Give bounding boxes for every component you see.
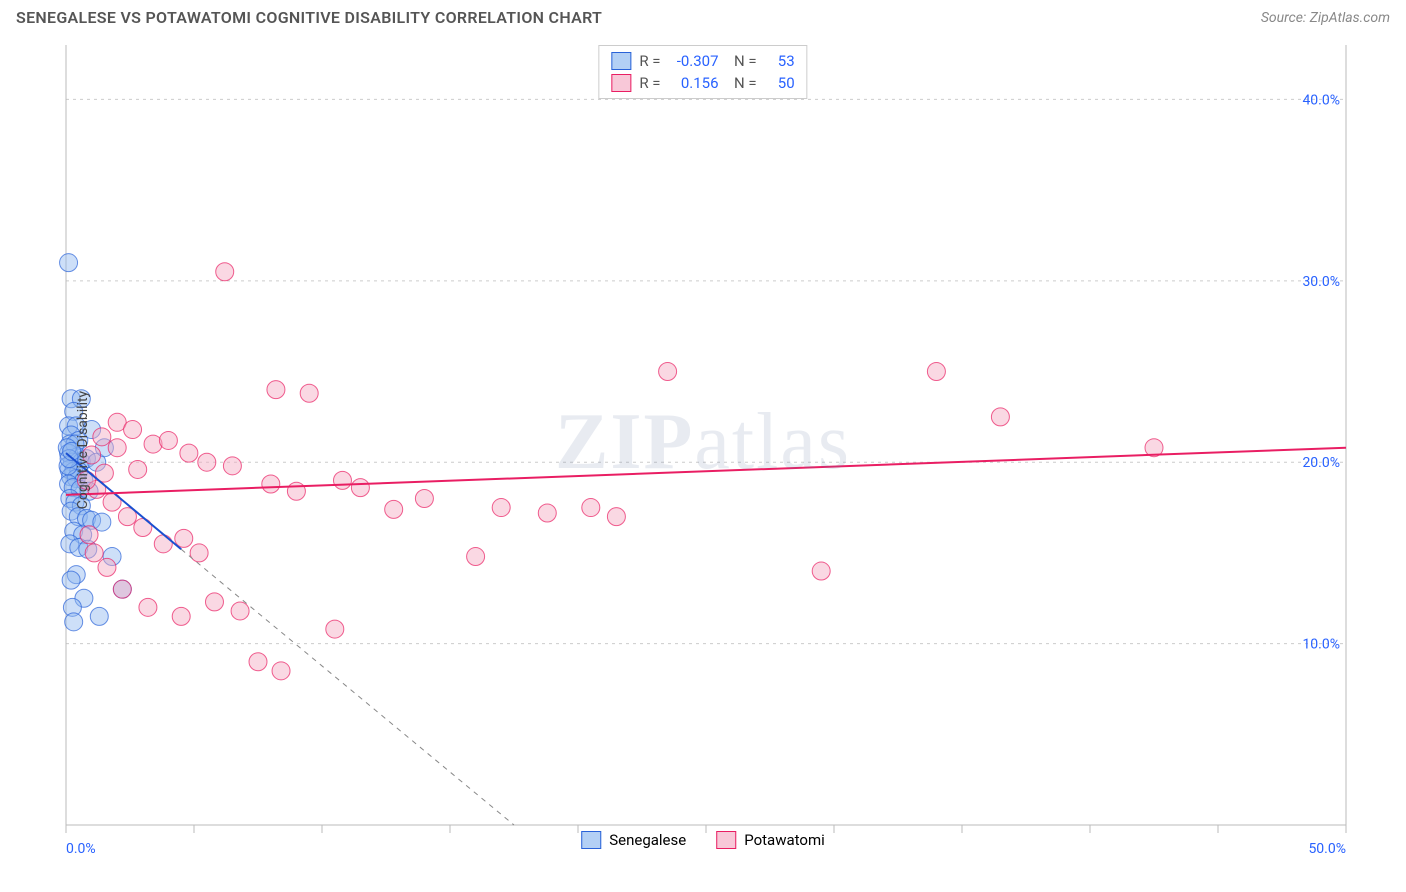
swatch-potawatomi [611,74,631,92]
swatch-potawatomi-bottom [716,831,736,849]
chart-title: SENEGALESE VS POTAWATOMI COGNITIVE DISAB… [16,8,602,27]
svg-text:30.0%: 30.0% [1302,274,1340,290]
n-value-0: 53 [765,52,795,70]
legend-label-1: Potawatomi [744,831,825,849]
swatch-senegalese [611,52,631,70]
legend-item-1: Potawatomi [716,831,825,849]
y-axis-label: Cognitive Disability [75,391,91,509]
r-label: R = [639,74,660,92]
n-value-1: 50 [765,74,795,92]
svg-text:10.0%: 10.0% [1302,637,1340,653]
stats-row-1: R = 0.156 N = 50 [611,72,794,94]
legend-label-0: Senegalese [609,831,686,849]
series-legend: Senegalese Potawatomi [581,831,825,849]
stats-legend: R = -0.307 N = 53 R = 0.156 N = 50 [598,45,807,99]
stats-row-0: R = -0.307 N = 53 [611,50,794,72]
legend-item-0: Senegalese [581,831,686,849]
svg-text:20.0%: 20.0% [1302,455,1340,471]
svg-text:50.0%: 50.0% [1308,841,1346,857]
n-label: N = [727,74,757,92]
r-value-0: -0.307 [669,52,719,70]
svg-text:0.0%: 0.0% [66,841,96,857]
svg-text:40.0%: 40.0% [1302,92,1340,108]
chart-container: Cognitive Disability 10.0% 20.0% 30.0% 40.0… [16,35,1390,865]
source-text: Source: ZipAtlas.com [1261,10,1390,26]
n-label: N = [727,52,757,70]
scatter-chart: 10.0% 20.0% 30.0% 40.0% 0.0% 50.0% [16,35,1390,865]
r-label: R = [639,52,660,70]
swatch-senegalese-bottom [581,831,601,849]
r-value-1: 0.156 [669,74,719,92]
